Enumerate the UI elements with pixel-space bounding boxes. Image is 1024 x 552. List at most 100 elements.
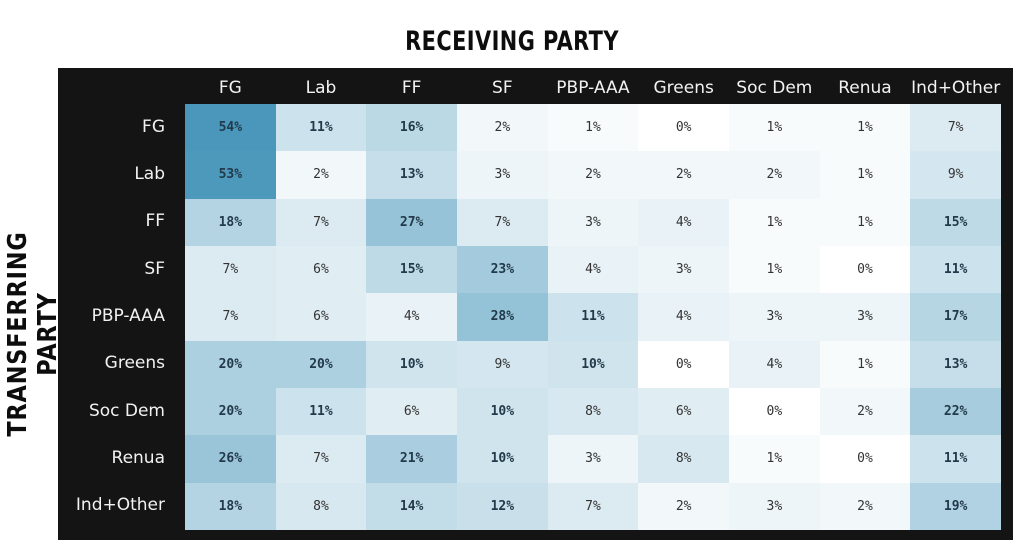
heatmap-cell: 20% xyxy=(185,388,276,436)
heatmap-cell: 1% xyxy=(547,104,639,152)
heatmap-cell: 16% xyxy=(366,104,457,152)
chart-title: RECEIVING PARTY xyxy=(405,26,619,57)
heatmap-cell: 12% xyxy=(457,482,548,530)
heatmap-cell: 15% xyxy=(366,246,457,294)
heatmap-cell: 28% xyxy=(457,293,548,341)
heatmap-cell: 3% xyxy=(729,293,820,341)
heatmap-cell: 14% xyxy=(366,482,457,530)
heatmap-cell: 4% xyxy=(638,198,729,246)
heatmap-cell: 18% xyxy=(185,482,276,530)
heatmap-cell: 0% xyxy=(638,104,729,152)
column-header: SF xyxy=(492,78,513,98)
heatmap-cell: 2% xyxy=(275,151,367,199)
heatmap-cell: 2% xyxy=(638,151,729,199)
heatmap-cell: 0% xyxy=(729,388,820,436)
heatmap-cell: 20% xyxy=(185,340,276,388)
row-header: SF xyxy=(144,258,165,279)
heatmap-cell: 8% xyxy=(547,388,639,436)
column-header: Soc Dem xyxy=(736,78,813,98)
heatmap-cell: 2% xyxy=(819,482,911,530)
heatmap-cell: 7% xyxy=(185,293,276,341)
heatmap-cell: 2% xyxy=(547,151,639,199)
column-header: PBP-AAA xyxy=(556,78,630,98)
heatmap-cell: 26% xyxy=(185,435,276,483)
heatmap-cell: 19% xyxy=(910,482,1001,530)
heatmap-cell: 1% xyxy=(819,340,911,388)
heatmap-cell: 8% xyxy=(638,435,729,483)
heatmap-cell: 2% xyxy=(457,104,548,152)
heatmap-cell: 3% xyxy=(729,482,820,530)
heatmap-cell: 1% xyxy=(819,104,911,152)
heatmap-cell: 7% xyxy=(457,198,548,246)
heatmap-cell: 6% xyxy=(275,246,367,294)
heatmap-cell: 1% xyxy=(729,198,820,246)
column-header: Lab xyxy=(305,78,337,98)
heatmap-cell: 3% xyxy=(547,435,639,483)
heatmap-cell: 0% xyxy=(819,435,911,483)
heatmap-cell: 10% xyxy=(457,388,548,436)
heatmap-cell: 53% xyxy=(185,151,276,199)
heatmap-cell: 1% xyxy=(729,104,820,152)
heatmap-cell: 1% xyxy=(819,198,911,246)
y-axis-label: TRANSFERRING PARTY xyxy=(3,231,63,437)
heatmap-cell: 13% xyxy=(910,340,1001,388)
row-header: Greens xyxy=(104,353,165,374)
row-header: Ind+Other xyxy=(75,495,165,516)
row-header: Renua xyxy=(111,448,165,468)
heatmap-cell: 2% xyxy=(819,388,911,436)
heatmap-cell: 0% xyxy=(819,246,911,294)
heatmap-cell: 3% xyxy=(547,198,639,246)
heatmap-cell: 23% xyxy=(457,246,548,294)
heatmap-cell: 20% xyxy=(275,340,367,388)
heatmap-cell: 1% xyxy=(819,151,911,199)
row-header: PBP-AAA xyxy=(91,306,165,326)
heatmap-cell: 21% xyxy=(366,435,457,483)
heatmap-cell: 4% xyxy=(366,293,457,341)
heatmap-cell: 1% xyxy=(729,435,820,483)
heatmap-cell: 3% xyxy=(457,151,548,199)
heatmap-cell: 11% xyxy=(910,435,1001,483)
heatmap-cell: 7% xyxy=(547,482,639,530)
row-header: Lab xyxy=(134,164,165,184)
heatmap-cell: 3% xyxy=(819,293,911,341)
heatmap-cell: 22% xyxy=(910,388,1001,436)
column-header: Renua xyxy=(838,78,892,98)
heatmap-cell: 17% xyxy=(910,293,1001,341)
heatmap-cell: 9% xyxy=(910,151,1001,199)
heatmap-cell: 7% xyxy=(910,104,1001,152)
heatmap-cell: 3% xyxy=(638,246,729,294)
heatmap-cell: 11% xyxy=(275,104,367,152)
column-header: FG xyxy=(218,78,242,98)
heatmap-cell: 4% xyxy=(729,340,820,388)
heatmap-cell: 15% xyxy=(910,198,1001,246)
heatmap-cell: 4% xyxy=(638,293,729,341)
row-header: FG xyxy=(142,116,165,137)
heatmap-cell: 7% xyxy=(275,435,367,483)
heatmap-cell: 7% xyxy=(185,246,276,294)
heatmap-cell: 0% xyxy=(638,340,729,388)
heatmap-cell: 27% xyxy=(366,198,457,246)
heatmap-cell: 10% xyxy=(547,340,639,388)
heatmap-cell: 11% xyxy=(547,293,639,341)
heatmap-cell: 6% xyxy=(638,388,729,436)
heatmap-cell: 10% xyxy=(457,435,548,483)
heatmap-cell: 4% xyxy=(547,246,639,294)
heatmap-cell: 7% xyxy=(275,198,367,246)
heatmap-cell: 13% xyxy=(366,151,457,199)
heatmap-grid: 54% 11% 16% 2% 1% 0% 1% 1% 7% 53% 2% 13% 3% 2% 2% 2% 1% 9… xyxy=(185,104,1001,530)
column-header: Ind+Other xyxy=(911,78,1001,98)
heatmap-cell: 2% xyxy=(729,151,820,199)
heatmap-cell: 11% xyxy=(910,246,1001,294)
heatmap-cell: 8% xyxy=(275,482,367,530)
heatmap-cell: 9% xyxy=(457,340,548,388)
heatmap-cell: 2% xyxy=(638,482,729,530)
column-header: FF xyxy=(401,78,422,98)
row-header: FF xyxy=(145,211,165,232)
heatmap-cell: 18% xyxy=(185,198,276,246)
heatmap-cell: 10% xyxy=(366,340,457,388)
row-header: Soc Dem xyxy=(88,400,165,421)
heatmap-cell: 6% xyxy=(275,293,367,341)
heatmap-cell: 1% xyxy=(729,246,820,294)
heatmap-cell: 54% xyxy=(185,104,276,152)
heatmap-cell: 11% xyxy=(275,388,367,436)
